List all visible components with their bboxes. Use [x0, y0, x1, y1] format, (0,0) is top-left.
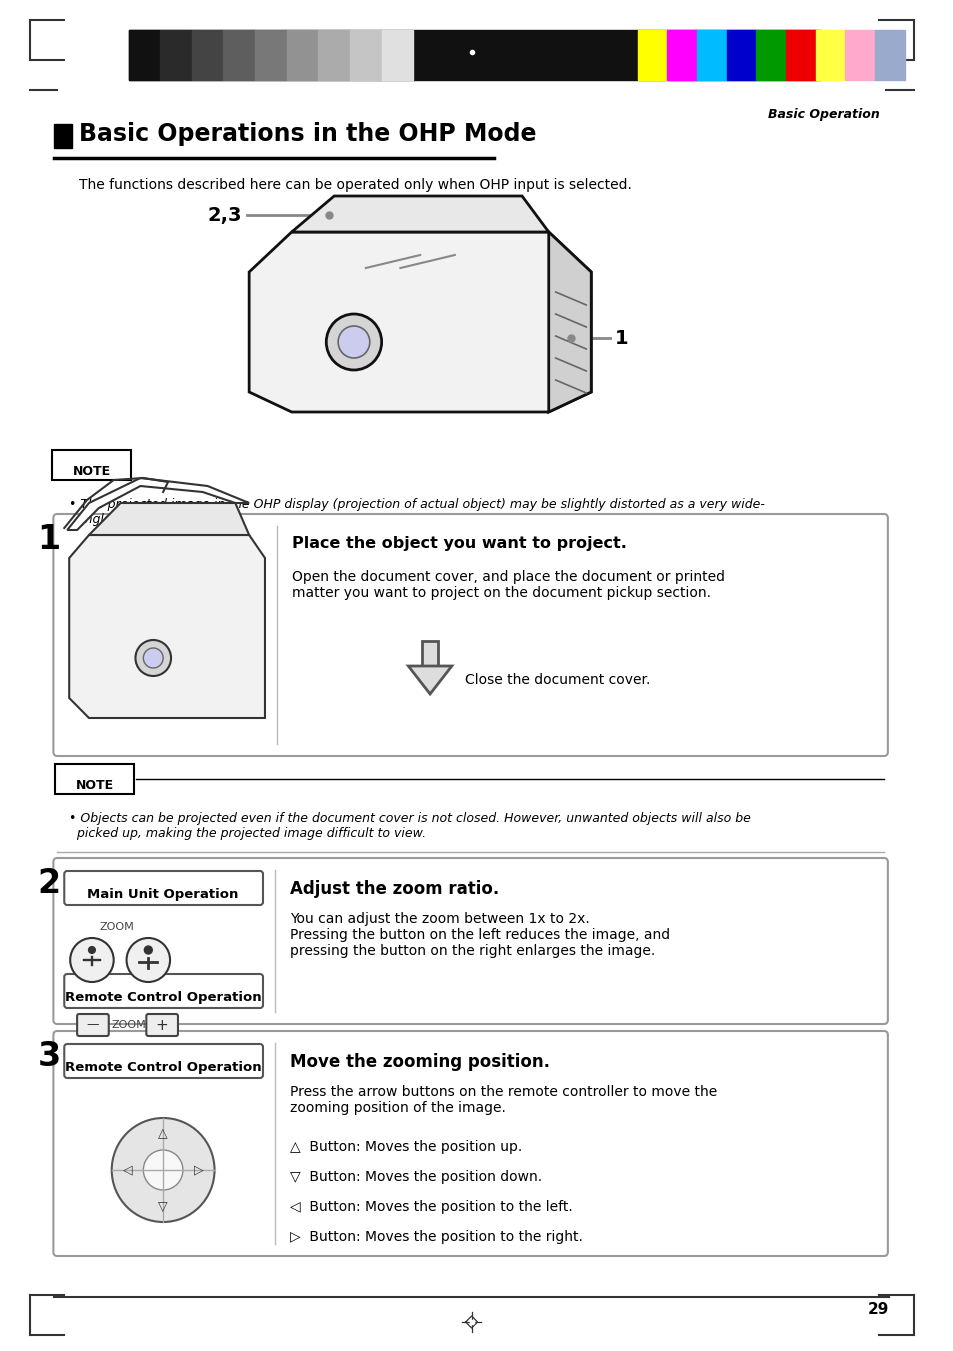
- Bar: [381, 30, 413, 80]
- Text: NOTE: NOTE: [72, 465, 111, 478]
- Text: ◁  Button: Moves the position to the left.: ◁ Button: Moves the position to the left…: [290, 1200, 572, 1215]
- Text: You can adjust the zoom between 1x to 2x.
Pressing the button on the left reduce: You can adjust the zoom between 1x to 2x…: [290, 912, 669, 958]
- Text: ▽  Button: Moves the position down.: ▽ Button: Moves the position down.: [290, 1170, 541, 1183]
- Text: 1: 1: [37, 523, 61, 557]
- Polygon shape: [408, 666, 452, 694]
- Text: Close the document cover.: Close the document cover.: [464, 673, 649, 688]
- Bar: [160, 30, 192, 80]
- Text: Move the zooming position.: Move the zooming position.: [290, 1052, 549, 1071]
- Text: —: —: [87, 1019, 99, 1032]
- Text: ▷  Button: Moves the position to the right.: ▷ Button: Moves the position to the righ…: [290, 1229, 582, 1244]
- Text: ▷: ▷: [193, 1163, 203, 1177]
- Bar: [54, 124, 72, 149]
- Bar: [874, 30, 903, 80]
- Polygon shape: [89, 503, 249, 535]
- Text: • Objects can be projected even if the document cover is not closed. However, un: • Objects can be projected even if the d…: [70, 812, 750, 840]
- Text: Main Unit Operation: Main Unit Operation: [88, 888, 238, 901]
- Text: 2,3: 2,3: [208, 205, 242, 224]
- Text: Basic Operations in the OHP Mode: Basic Operations in the OHP Mode: [79, 122, 536, 146]
- Text: ▽: ▽: [158, 1200, 168, 1212]
- FancyBboxPatch shape: [64, 974, 263, 1008]
- Circle shape: [143, 648, 163, 667]
- Circle shape: [127, 938, 170, 982]
- Circle shape: [135, 640, 171, 676]
- FancyBboxPatch shape: [146, 1015, 178, 1036]
- Bar: [637, 30, 667, 80]
- Text: △: △: [158, 1128, 168, 1140]
- Bar: [815, 30, 844, 80]
- Bar: [726, 30, 756, 80]
- Bar: [422, 640, 437, 666]
- FancyBboxPatch shape: [53, 858, 887, 1024]
- Bar: [287, 30, 318, 80]
- Bar: [254, 30, 287, 80]
- Text: +: +: [155, 1017, 169, 1032]
- Bar: [318, 30, 350, 80]
- Bar: [697, 30, 726, 80]
- FancyBboxPatch shape: [55, 765, 134, 794]
- Bar: [129, 30, 160, 80]
- Polygon shape: [67, 478, 249, 530]
- Circle shape: [143, 1150, 183, 1190]
- Text: 1: 1: [615, 328, 628, 347]
- FancyBboxPatch shape: [64, 1044, 263, 1078]
- Bar: [785, 30, 815, 80]
- Text: 29: 29: [866, 1302, 888, 1317]
- Text: The functions described here can be operated only when OHP input is selected.: The functions described here can be oper…: [79, 178, 631, 192]
- Bar: [667, 30, 697, 80]
- FancyBboxPatch shape: [64, 871, 263, 905]
- Text: Press the arrow buttons on the remote controller to move the
zooming position of: Press the arrow buttons on the remote co…: [290, 1085, 717, 1115]
- Polygon shape: [292, 196, 548, 232]
- Circle shape: [144, 946, 152, 954]
- Text: Basic Operation: Basic Operation: [767, 108, 879, 122]
- Text: Adjust the zoom ratio.: Adjust the zoom ratio.: [290, 880, 498, 898]
- FancyBboxPatch shape: [53, 1031, 887, 1256]
- Circle shape: [337, 326, 370, 358]
- Polygon shape: [249, 232, 591, 412]
- Text: Remote Control Operation: Remote Control Operation: [65, 1061, 261, 1074]
- Bar: [192, 30, 223, 80]
- Text: 3: 3: [37, 1040, 61, 1073]
- Text: • The projected image in the OHP display (projection of actual object) may be sl: • The projected image in the OHP display…: [70, 499, 764, 526]
- FancyBboxPatch shape: [77, 1015, 109, 1036]
- FancyBboxPatch shape: [52, 450, 132, 480]
- Text: Place the object you want to project.: Place the object you want to project.: [292, 536, 626, 551]
- Bar: [844, 30, 874, 80]
- Circle shape: [89, 947, 95, 954]
- Bar: [350, 30, 381, 80]
- Circle shape: [112, 1119, 214, 1223]
- Bar: [129, 30, 820, 80]
- Polygon shape: [548, 232, 591, 412]
- Polygon shape: [70, 535, 265, 717]
- Text: ◁: ◁: [123, 1163, 132, 1177]
- Text: Open the document cover, and place the document or printed
matter you want to pr: Open the document cover, and place the d…: [292, 570, 724, 600]
- Circle shape: [71, 938, 113, 982]
- Text: Remote Control Operation: Remote Control Operation: [65, 992, 261, 1004]
- Text: ZOOM: ZOOM: [99, 921, 134, 932]
- Text: △  Button: Moves the position up.: △ Button: Moves the position up.: [290, 1140, 521, 1154]
- FancyBboxPatch shape: [53, 513, 887, 757]
- Text: 2: 2: [37, 867, 61, 900]
- Bar: [756, 30, 785, 80]
- Circle shape: [326, 313, 381, 370]
- Text: ZOOM: ZOOM: [112, 1020, 146, 1029]
- Bar: [223, 30, 254, 80]
- Text: NOTE: NOTE: [76, 780, 113, 792]
